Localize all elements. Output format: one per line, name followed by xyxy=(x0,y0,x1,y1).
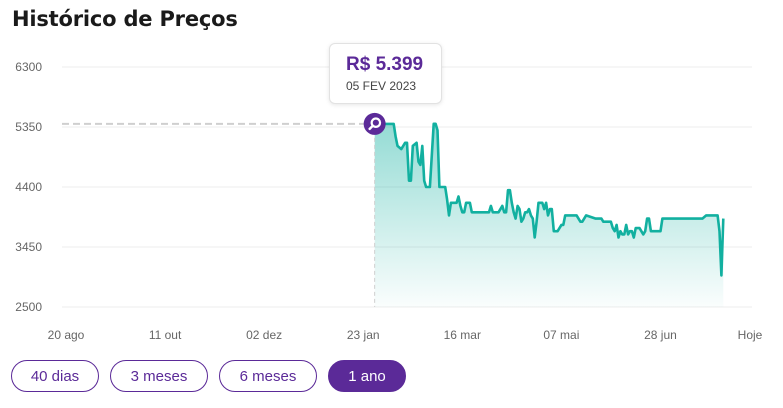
x-tick-label: 11 out xyxy=(149,328,182,342)
x-tick-label: 23 jan xyxy=(347,328,380,342)
y-tick-label: 5350 xyxy=(15,120,42,134)
range-button-1-year[interactable]: 1 ano xyxy=(328,360,406,392)
x-tick-label: 02 dez xyxy=(246,328,282,342)
x-tick-label: Hoje xyxy=(738,328,763,342)
y-tick-label: 4400 xyxy=(15,180,42,194)
y-tick-label: 6300 xyxy=(15,60,42,74)
magnifier-icon xyxy=(370,117,382,129)
page-title: Histórico de Preços xyxy=(12,7,238,31)
y-axis-ticks: 2500 3450 4400 5350 6300 xyxy=(15,60,42,314)
tooltip-price: R$ 5.399 xyxy=(346,54,424,75)
range-button-40-days[interactable]: 40 dias xyxy=(11,360,99,392)
x-tick-label: 28 jun xyxy=(644,328,677,342)
tooltip-date: 05 FEV 2023 xyxy=(346,79,417,93)
price-marker[interactable] xyxy=(363,112,386,135)
range-button-3-months[interactable]: 3 meses xyxy=(110,360,208,392)
x-tick-label: 20 ago xyxy=(48,328,85,342)
y-tick-label: 2500 xyxy=(15,300,42,314)
range-button-6-months[interactable]: 6 meses xyxy=(219,360,317,392)
x-tick-label: 07 mai xyxy=(543,328,579,342)
price-tooltip: R$ 5.399 05 FEV 2023 xyxy=(329,43,442,104)
x-tick-label: 16 mar xyxy=(444,328,481,342)
range-selector: 40 dias 3 meses 6 meses 1 ano xyxy=(11,360,406,392)
price-line xyxy=(374,122,725,277)
y-tick-label: 3450 xyxy=(15,240,42,254)
x-axis-ticks: 20 ago 11 out 02 dez 23 jan 16 mar 07 mai 28 j… xyxy=(48,328,763,342)
